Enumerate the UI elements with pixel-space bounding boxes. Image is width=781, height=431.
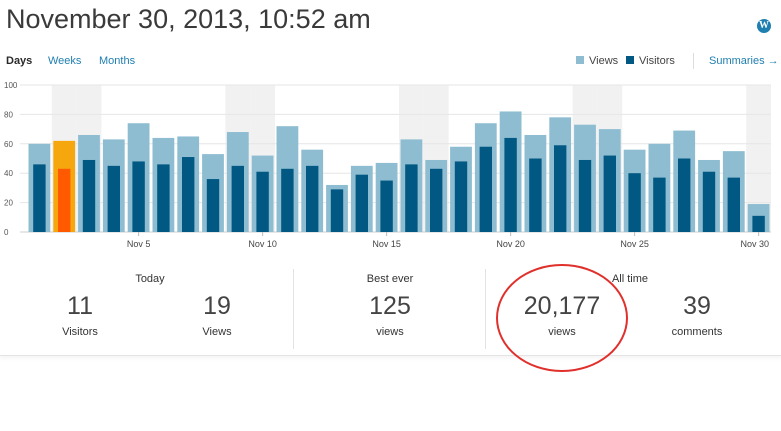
visitors-bar — [231, 165, 244, 232]
visitors-bar — [405, 164, 418, 232]
visitors-bar — [182, 157, 195, 232]
visitors-bar — [678, 158, 691, 232]
legend-views: Views — [576, 55, 618, 67]
visitors-bar — [82, 159, 96, 232]
visitors-bar — [653, 177, 666, 232]
visitors-bar — [132, 161, 145, 232]
visitors-bar — [752, 215, 765, 232]
tab-weeks[interactable]: Weeks — [48, 55, 82, 67]
today-views-value: 19 — [203, 292, 231, 320]
y-tick-label: 20 — [4, 199, 13, 208]
x-tick-label: Nov 5 — [127, 239, 151, 249]
views-swatch — [576, 56, 584, 64]
visitors-bar — [702, 171, 716, 232]
y-tick-label: 80 — [4, 110, 13, 119]
visitors-bar — [504, 137, 517, 232]
visitors-bar — [454, 161, 468, 232]
visitors-bar — [603, 155, 616, 232]
y-tick-label: 0 — [4, 228, 9, 237]
stats-divider — [485, 269, 486, 349]
tab-months[interactable]: Months — [99, 55, 136, 67]
visitors-bar — [355, 174, 368, 232]
summaries-link[interactable]: Summaries → — [709, 55, 779, 67]
stats-bar-chart: 0 20 40 60 80 100 Nov 5 Nov 10 Nov 15 Nov 20 Nov 2… — [4, 81, 771, 249]
best-ever-unit: views — [376, 326, 404, 338]
legend-visitors-label: Visitors — [639, 55, 675, 67]
today-label: Today — [135, 273, 165, 285]
x-tick-label: Nov 10 — [248, 239, 277, 249]
y-tick-label: 40 — [4, 169, 13, 178]
visitors-bar — [281, 168, 294, 232]
legend-views-label: Views — [589, 55, 619, 67]
all-time-comments-value: 39 — [683, 292, 711, 320]
today-visitors-value: 11 — [67, 292, 93, 320]
annotation-circle — [496, 264, 628, 372]
visitors-bar — [578, 159, 592, 232]
y-tick-label: 60 — [4, 140, 13, 149]
visitors-bar — [628, 173, 641, 232]
x-tick-label: Nov 30 — [740, 239, 769, 249]
legend-visitors: Visitors — [626, 55, 675, 67]
best-ever-label: Best ever — [366, 273, 414, 285]
visitors-bar — [479, 146, 492, 232]
visitors-swatch — [626, 56, 634, 64]
all-time-comments-label: comments — [671, 326, 723, 338]
y-tick-label: 100 — [4, 81, 18, 90]
visitors-bar — [529, 158, 542, 232]
tab-days[interactable]: Days — [6, 55, 33, 67]
visitors-bar — [206, 179, 220, 232]
visitors-bar — [727, 177, 740, 232]
today-views-label: Views — [202, 326, 232, 338]
visitors-bar — [306, 165, 319, 232]
visitors-bar — [157, 164, 170, 232]
visitors-bar — [256, 171, 269, 232]
page-title: November 30, 2013, 10:52 am — [6, 4, 371, 34]
x-tick-label: Nov 25 — [620, 239, 649, 249]
visitors-bar — [107, 165, 120, 232]
today-visitors-label: Visitors — [62, 326, 98, 338]
stats-panel: Today 11 Visitors 19 Views Best ever 125… — [0, 259, 781, 356]
visitors-bar — [380, 180, 393, 232]
visitors-bar — [33, 164, 46, 232]
x-tick-label: Nov 15 — [372, 239, 401, 249]
best-ever-value: 125 — [369, 292, 411, 320]
all-time-label: All time — [611, 273, 649, 285]
wordpress-logo-icon[interactable]: W — [757, 19, 771, 33]
stats-divider — [293, 269, 294, 349]
visitors-bar — [58, 168, 71, 232]
visitors-bar — [430, 168, 443, 232]
visitors-bar — [554, 145, 567, 232]
legend-divider — [693, 53, 694, 69]
visitors-bar — [330, 189, 344, 232]
x-tick-label: Nov 20 — [496, 239, 525, 249]
